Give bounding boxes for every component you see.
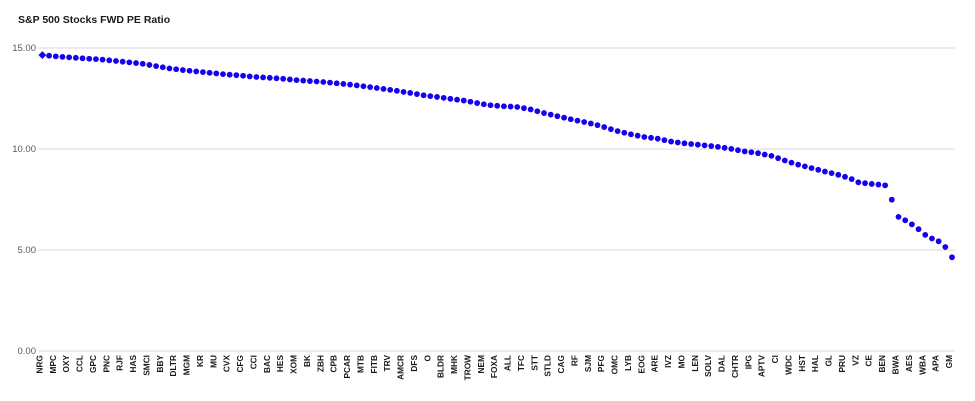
svg-text:CCL: CCL (75, 355, 85, 372)
svg-text:APA: APA (931, 355, 941, 372)
svg-text:HES: HES (275, 355, 285, 373)
svg-text:OMC: OMC (610, 355, 620, 374)
svg-text:BLDR: BLDR (436, 355, 446, 378)
svg-text:CPB: CPB (329, 355, 339, 373)
svg-text:APTV: APTV (757, 355, 767, 378)
svg-text:DLTR: DLTR (168, 355, 178, 377)
svg-text:LEN: LEN (690, 355, 700, 372)
svg-text:ZBH: ZBH (315, 355, 325, 372)
svg-text:O: O (422, 354, 432, 361)
svg-text:RJF: RJF (115, 355, 125, 371)
svg-text:15.00: 15.00 (12, 43, 36, 54)
svg-text:WDC: WDC (783, 355, 793, 375)
svg-text:PNC: PNC (101, 355, 111, 373)
svg-text:HAS: HAS (128, 355, 138, 373)
svg-text:MU: MU (208, 355, 218, 368)
svg-text:PRU: PRU (837, 355, 847, 373)
svg-text:NEM: NEM (476, 355, 486, 374)
svg-text:STLD: STLD (543, 355, 553, 377)
svg-text:BWA: BWA (890, 355, 900, 374)
svg-text:IPG: IPG (743, 355, 753, 369)
svg-text:10.00: 10.00 (12, 144, 36, 155)
svg-text:TFC: TFC (516, 355, 526, 371)
svg-text:PCAR: PCAR (342, 355, 352, 379)
svg-text:GL: GL (824, 355, 834, 367)
svg-text:MO: MO (676, 354, 686, 368)
svg-text:LYB: LYB (623, 355, 633, 371)
svg-text:CCI: CCI (248, 355, 258, 369)
svg-text:CHTR: CHTR (730, 355, 740, 378)
svg-text:HST: HST (797, 355, 807, 372)
svg-text:IVZ: IVZ (663, 355, 673, 368)
svg-text:SOLV: SOLV (703, 355, 713, 377)
svg-text:RF: RF (569, 355, 579, 366)
svg-text:GPC: GPC (88, 355, 98, 373)
svg-text:SJM: SJM (583, 355, 593, 372)
svg-text:SMCI: SMCI (141, 355, 151, 376)
svg-text:WBA: WBA (917, 355, 927, 375)
svg-text:FOXA: FOXA (489, 355, 499, 378)
svg-text:NRG: NRG (34, 355, 44, 373)
svg-text:VZ: VZ (850, 355, 860, 366)
svg-text:KR: KR (195, 355, 205, 367)
svg-text:MPC: MPC (48, 355, 58, 373)
svg-text:ARE: ARE (650, 355, 660, 373)
svg-text:DAL: DAL (717, 355, 727, 372)
svg-text:PFG: PFG (596, 355, 606, 372)
svg-text:OXY: OXY (61, 355, 71, 373)
svg-text:ALL: ALL (503, 355, 513, 371)
svg-text:HAL: HAL (810, 355, 820, 372)
svg-text:FITB: FITB (369, 355, 379, 373)
svg-text:BK: BK (302, 355, 312, 367)
svg-text:CFG: CFG (235, 355, 245, 373)
svg-text:0.00: 0.00 (18, 346, 37, 357)
svg-text:DFS: DFS (409, 355, 419, 372)
svg-text:CE: CE (864, 355, 874, 367)
svg-text:CVX: CVX (222, 355, 232, 373)
svg-text:BBY: BBY (155, 355, 165, 373)
svg-text:STT: STT (529, 355, 539, 371)
svg-text:GM: GM (944, 355, 954, 368)
svg-text:MHK: MHK (449, 355, 459, 374)
svg-text:CAG: CAG (556, 355, 566, 373)
svg-text:TRV: TRV (382, 355, 392, 372)
svg-text:5.00: 5.00 (18, 245, 37, 256)
svg-text:TROW: TROW (462, 355, 472, 381)
svg-text:EOG: EOG (636, 355, 646, 373)
svg-text:CI: CI (770, 355, 780, 363)
svg-text:XOM: XOM (289, 355, 299, 374)
svg-text:BAC: BAC (262, 355, 272, 373)
svg-text:AMCR: AMCR (396, 355, 406, 380)
svg-text:BEN: BEN (877, 355, 887, 373)
svg-text:AES: AES (904, 355, 914, 373)
svg-text:MGM: MGM (182, 355, 192, 375)
svg-text:MTB: MTB (355, 355, 365, 373)
